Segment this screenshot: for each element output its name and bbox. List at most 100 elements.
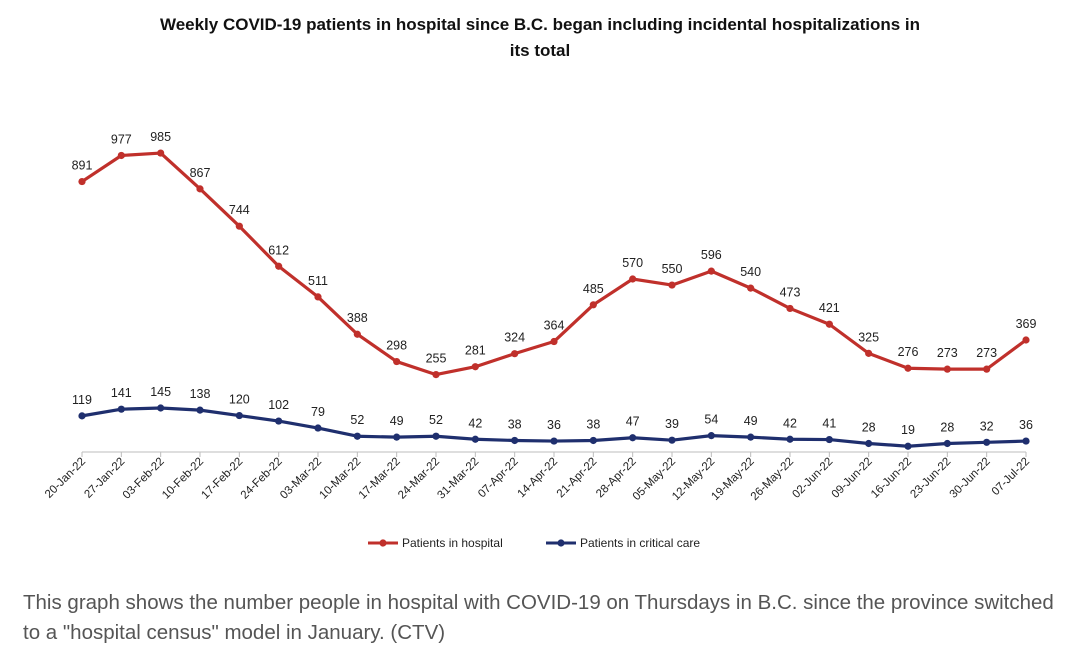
data-point [393, 357, 401, 366]
legend-swatch-marker [557, 539, 565, 547]
data-label: 138 [190, 387, 211, 401]
data-label: 612 [268, 243, 289, 257]
data-label: 891 [72, 159, 93, 173]
data-label: 596 [701, 248, 722, 262]
data-label: 39 [665, 417, 679, 431]
data-point [589, 436, 597, 445]
data-point [904, 364, 912, 372]
data-point [983, 365, 991, 373]
legend-label: Patients in critical care [580, 536, 700, 550]
data-point [235, 222, 243, 230]
data-point [865, 439, 873, 448]
data-point [786, 435, 794, 443]
data-label: 145 [150, 385, 171, 399]
data-label: 119 [72, 393, 92, 407]
data-point [471, 363, 479, 371]
data-label: 485 [583, 282, 604, 296]
data-point [353, 432, 361, 440]
data-point [117, 151, 125, 160]
x-tick-label: 03-Feb-22 [121, 456, 167, 502]
data-label: 421 [819, 301, 840, 315]
data-point [668, 281, 676, 289]
data-point [668, 436, 676, 444]
data-point [904, 442, 912, 450]
data-point [825, 320, 833, 328]
data-point [550, 437, 558, 445]
data-label: 570 [622, 256, 643, 270]
data-point [353, 330, 361, 338]
chart-title: Weekly COVID-19 patients in hospital sin… [159, 15, 921, 60]
data-point [314, 293, 322, 301]
caption: This graph shows the number people in ho… [23, 591, 1054, 644]
data-point [747, 433, 755, 441]
data-label: 28 [940, 421, 954, 435]
data-label: 42 [783, 416, 797, 430]
data-point [196, 406, 204, 414]
data-point [432, 432, 440, 440]
data-label: 867 [190, 166, 211, 180]
data-label: 273 [937, 346, 958, 360]
data-point [1022, 437, 1030, 445]
data-label: 511 [308, 274, 328, 288]
data-label: 550 [662, 262, 683, 276]
data-point [629, 275, 637, 283]
data-label: 473 [780, 285, 801, 299]
x-tick-label: 24-Feb-22 [239, 456, 285, 502]
data-point [943, 439, 951, 448]
data-point [589, 301, 597, 309]
data-label: 19 [901, 423, 915, 437]
data-label: 47 [626, 415, 640, 429]
data-label: 255 [426, 352, 447, 366]
x-tick-label: 07-Jul-22 [990, 456, 1032, 498]
data-label: 281 [465, 344, 486, 358]
x-tick-label: 30-Jun-22 [948, 456, 993, 501]
data-point [1022, 336, 1030, 344]
data-label: 540 [740, 265, 761, 279]
data-label: 120 [229, 393, 250, 407]
x-tick-label: 20-Jan-22 [43, 456, 88, 501]
data-point [511, 436, 519, 445]
data-point [78, 177, 86, 186]
data-label: 52 [350, 413, 364, 427]
data-label: 141 [111, 386, 132, 400]
data-label: 38 [508, 417, 522, 431]
data-label: 42 [468, 416, 482, 430]
data-label: 28 [862, 421, 876, 435]
x-tick-label: 31-Mar-22 [435, 456, 481, 502]
data-point [943, 365, 951, 373]
data-label: 977 [111, 132, 132, 146]
data-label: 54 [704, 413, 718, 427]
data-label: 276 [898, 345, 919, 359]
data-label: 41 [822, 417, 836, 431]
x-tick-label: 26-May-22 [749, 456, 796, 503]
x-tick-label: 23-Jun-22 [908, 456, 953, 501]
data-point [786, 304, 794, 313]
data-point [825, 435, 833, 444]
data-label: 325 [858, 330, 879, 344]
data-point [235, 411, 243, 420]
legend-label: Patients in hospital [402, 536, 503, 550]
x-tick-label: 17-Mar-22 [357, 456, 403, 502]
data-point [747, 284, 755, 292]
x-tick-label: 24-Mar-22 [396, 456, 442, 502]
data-point [393, 433, 401, 441]
data-label: 744 [229, 203, 250, 217]
data-label: 52 [429, 413, 443, 427]
data-point [196, 185, 204, 193]
data-point [117, 405, 125, 413]
data-point [707, 432, 715, 440]
data-label: 298 [386, 339, 407, 353]
data-point [865, 349, 873, 357]
data-label: 79 [311, 405, 325, 419]
data-point [275, 262, 283, 270]
data-label: 273 [976, 346, 997, 360]
x-tick-label: 16-Jun-22 [869, 456, 914, 501]
data-point [157, 404, 165, 412]
data-point [983, 438, 991, 446]
x-tick-label: 02-Jun-22 [790, 456, 835, 501]
data-label: 102 [268, 398, 289, 412]
data-point [157, 149, 165, 157]
x-tick-label: 10-Feb-22 [160, 456, 206, 502]
data-label: 985 [150, 130, 171, 144]
data-label: 324 [504, 331, 525, 345]
